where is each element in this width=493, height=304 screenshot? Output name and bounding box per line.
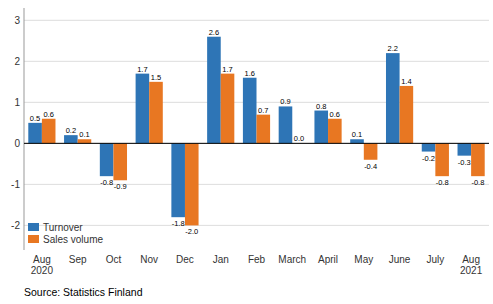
data-labels: 0.5 0.2 -0.8 1.7 -1.8 2.6 1.6 0.9 0.8 0.1 2.2 -0.2 -… [30, 28, 485, 237]
grid-line [24, 143, 489, 144]
legend-label: Turnover [43, 222, 83, 233]
legend-swatch [28, 223, 39, 231]
data-label: 1.4 [401, 77, 411, 86]
bar [136, 74, 150, 144]
bar [64, 135, 78, 143]
bar [42, 119, 56, 144]
y-tick-label: 2 [14, 56, 20, 67]
data-label: 0.8 [316, 102, 326, 111]
bar [78, 139, 92, 143]
bar [435, 143, 449, 176]
bar [28, 123, 42, 144]
data-label: -0.9 [114, 182, 127, 191]
grid-line [24, 184, 489, 185]
bar [350, 139, 364, 143]
x-tick-label: Dec [176, 254, 194, 265]
x-tick-label: Nov [140, 254, 158, 265]
data-label: 1.5 [151, 73, 161, 82]
data-label: 1.7 [137, 65, 147, 74]
data-label: -0.8 [436, 178, 449, 187]
data-label: -0.8 [100, 178, 113, 187]
bar [386, 53, 400, 143]
bar [185, 143, 199, 225]
bar [257, 115, 271, 144]
y-tick-label: 3 [14, 15, 20, 26]
y-tick-label: -1 [11, 179, 20, 190]
data-label: 2.6 [209, 28, 219, 37]
bar [471, 143, 485, 176]
x-tick-label: May [354, 254, 373, 265]
y-axis-line [24, 8, 25, 250]
bar [243, 78, 257, 144]
bar [221, 74, 235, 144]
bars [28, 37, 484, 226]
data-label: -0.4 [364, 162, 377, 171]
bar [207, 37, 221, 144]
data-label: -0.2 [422, 154, 435, 163]
bar [171, 143, 185, 217]
data-label: 0.5 [30, 114, 40, 123]
x-tick-label: Aug2020 [31, 254, 54, 276]
data-label: 0.0 [294, 134, 304, 143]
data-label: 0.2 [66, 126, 76, 135]
data-label: -2.0 [185, 227, 198, 236]
bar [458, 143, 472, 155]
data-label: 0.6 [43, 110, 53, 119]
grid-line [24, 225, 489, 226]
data-label: -1.8 [172, 219, 185, 228]
bar [100, 143, 114, 176]
grid-line [24, 20, 489, 21]
y-tick-label: -2 [11, 220, 20, 231]
bar [149, 82, 163, 144]
bar [400, 86, 414, 143]
data-label: 2.2 [388, 44, 398, 53]
data-label: 1.6 [244, 69, 254, 78]
x-tick-label: Aug2021 [460, 254, 483, 276]
legend: TurnoverSales volume [28, 222, 103, 245]
zero-line [24, 143, 489, 144]
bar [279, 106, 293, 143]
data-label: 1.7 [222, 65, 232, 74]
bar [113, 143, 127, 180]
legend-swatch [28, 235, 39, 243]
data-label: 0.9 [280, 97, 290, 106]
grid-line [24, 61, 489, 62]
bar [422, 143, 436, 151]
chart: -2 -1 0 1 2 3 0.5 0.2 -0.8 1.7 -1.8 2.6 1.6 0.9 0.8 0.1… [0, 0, 493, 304]
bar [314, 111, 328, 144]
x-tick-label: Jan [213, 254, 229, 265]
x-tick-label: Oct [106, 254, 122, 265]
chart-container: -2 -1 0 1 2 3 0.5 0.2 -0.8 1.7 -1.8 2.6 1.6 0.9 0.8 0.1… [0, 0, 493, 304]
data-label: 0.1 [352, 130, 362, 139]
data-label: -0.3 [458, 158, 471, 167]
data-label: -0.8 [471, 178, 484, 187]
x-tick-label: June [389, 254, 411, 265]
y-tick-label: 0 [14, 138, 20, 149]
source-note: Source: Statistics Finland [24, 286, 143, 298]
x-tick-label: March [278, 254, 306, 265]
bar [328, 119, 342, 144]
x-tick-label: Feb [248, 254, 266, 265]
data-label: 0.7 [258, 106, 268, 115]
data-label: 0.1 [79, 130, 89, 139]
data-label: 0.6 [330, 110, 340, 119]
x-tick-label: Sep [69, 254, 87, 265]
x-tick-label: April [318, 254, 338, 265]
bar [364, 143, 378, 159]
legend-label: Sales volume [43, 234, 103, 245]
x-tick-label: July [426, 254, 444, 265]
y-tick-label: 1 [14, 97, 20, 108]
